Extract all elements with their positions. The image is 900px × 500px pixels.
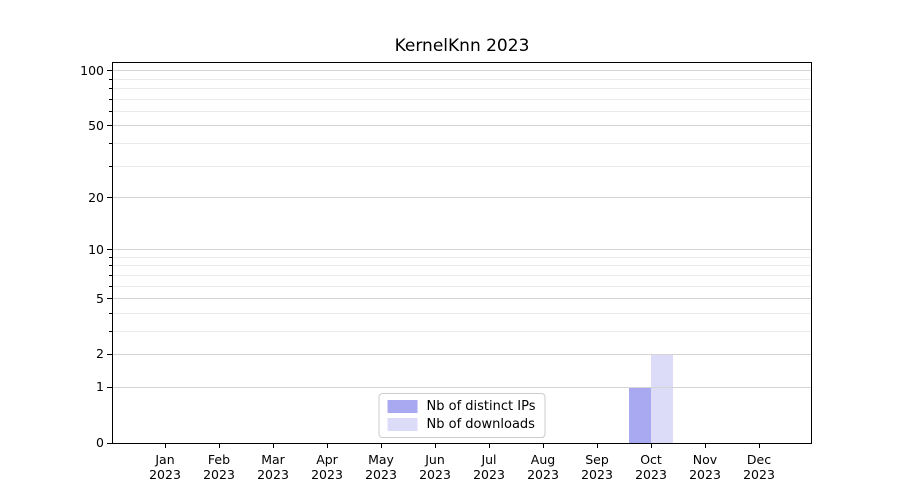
x-tick-mark [704,444,706,448]
y-minor-tick-mark [109,256,112,258]
x-tick-label-may: May 2023 [365,452,397,482]
x-tick-label-jan: Jan 2023 [149,452,181,482]
x-tick-label-jun: Jun 2023 [419,452,451,482]
major-gridline [113,197,811,199]
x-tick-mark [650,444,652,448]
legend-label-distinct-ips: Nb of distinct IPs [426,399,536,414]
y-tick-label: 2 [96,346,104,362]
x-tick-label-aug: Aug 2023 [527,452,559,482]
y-tick-label: 5 [96,290,104,306]
legend-entry-downloads: Nb of downloads [387,417,536,432]
bars-layer [113,63,811,443]
minor-gridline [113,78,811,80]
major-gridline [113,298,811,300]
x-tick-label-oct: Oct 2023 [635,452,667,482]
x-tick-mark [542,444,544,448]
minor-gridline [113,256,811,258]
x-tick-mark [272,444,274,448]
plot-area: Nb of distinct IPs Nb of downloads [112,62,812,444]
y-minor-tick-mark [109,98,112,100]
x-tick-label-mar: Mar 2023 [257,452,289,482]
x-tick-mark [380,444,382,448]
minor-gridline [113,312,811,314]
x-tick-label-apr: Apr 2023 [311,452,343,482]
y-tick-label: 1 [96,379,104,395]
major-gridline [113,386,811,388]
major-gridline [113,125,811,127]
x-tick-mark [596,444,598,448]
minor-gridline [113,274,811,276]
x-tick-label-jul: Jul 2023 [473,452,505,482]
x-tick-mark [218,444,220,448]
x-tick-mark [326,444,328,448]
y-minor-tick-mark [109,330,112,332]
legend-label-downloads: Nb of downloads [426,417,535,432]
y-minor-tick-mark [109,265,112,267]
x-tick-mark [758,444,760,448]
major-gridline [113,249,811,251]
minor-gridline [113,285,811,287]
y-tick-mark [107,125,112,127]
legend-swatch-distinct-ips [387,400,418,413]
minor-gridline [113,111,811,113]
grid-layer [113,63,811,443]
x-tick-label-nov: Nov 2023 [689,452,721,482]
y-tick-label: 100 [80,62,104,78]
y-minor-tick-mark [109,274,112,276]
minor-gridline [113,265,811,267]
bar-oct-downloads [651,354,673,443]
y-minor-tick-mark [109,312,112,314]
legend-swatch-downloads [387,418,418,431]
x-tick-mark [434,444,436,448]
y-tick-label: 0 [96,435,104,450]
major-gridline [113,353,811,355]
minor-gridline [113,165,811,167]
x-tick-label-feb: Feb 2023 [203,452,235,482]
y-tick-mark [107,70,112,72]
y-tick-mark [107,353,112,355]
chart-title: KernelKnn 2023 [394,36,530,56]
major-gridline [113,70,811,72]
y-minor-tick-mark [109,165,112,167]
minor-gridline [113,143,811,145]
legend: Nb of distinct IPs Nb of downloads [378,393,546,438]
y-minor-tick-mark [109,111,112,113]
x-tick-label-dec: Dec 2023 [743,452,775,482]
y-tick-mark [107,386,112,388]
minor-gridline [113,98,811,100]
minor-gridline [113,88,811,90]
y-tick-mark [107,442,112,444]
y-tick-mark [107,298,112,300]
legend-entry-distinct-ips: Nb of distinct IPs [387,399,536,414]
minor-gridline [113,330,811,332]
y-minor-tick-mark [109,143,112,145]
bar-oct-distinct-ips [629,387,651,443]
y-tick-mark [107,197,112,199]
y-tick-label: 20 [88,189,104,205]
y-tick-label: 50 [88,117,104,133]
y-minor-tick-mark [109,78,112,80]
y-tick-mark [107,249,112,251]
y-minor-tick-mark [109,88,112,90]
y-minor-tick-mark [109,285,112,287]
y-tick-label: 10 [88,241,104,257]
x-tick-label-sep: Sep 2023 [581,452,613,482]
x-tick-mark [488,444,490,448]
x-tick-mark [164,444,166,448]
